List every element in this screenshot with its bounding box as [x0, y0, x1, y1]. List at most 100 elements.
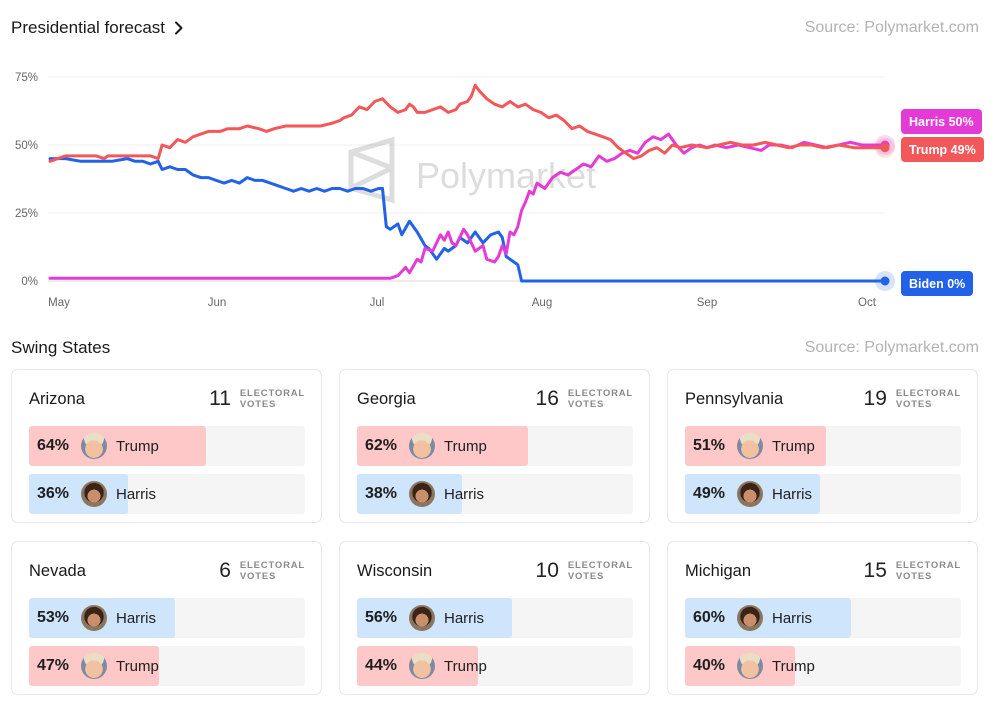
candidate-row-trump: 40% Trump	[685, 646, 961, 686]
ev-label-line2: VOTES	[239, 571, 277, 582]
electoral-votes-count: 19	[863, 387, 887, 410]
electoral-votes: 10 ELECTORAL VOTES	[536, 559, 633, 583]
electoral-votes-label: ELECTORAL VOTES	[240, 560, 305, 582]
trump-avatar	[81, 433, 107, 459]
electoral-votes: 19 ELECTORAL VOTES	[864, 387, 961, 411]
candidate-name: Trump	[444, 437, 487, 455]
candidate-name: Harris	[444, 609, 484, 627]
electoral-votes: 16 ELECTORAL VOTES	[536, 387, 633, 411]
chevron-right-icon	[175, 21, 183, 35]
trump-avatar	[737, 433, 763, 459]
x-tick-label: Jul	[370, 297, 385, 309]
x-tick-label: Jun	[208, 297, 227, 309]
card-header: Georgia 16 ELECTORAL VOTES	[357, 370, 633, 426]
trump-avatar	[81, 653, 107, 679]
candidate-name: Trump	[116, 437, 159, 455]
forecast-title-link[interactable]: Presidential forecast	[11, 18, 184, 38]
row-content: 51% Trump	[685, 426, 815, 466]
candidate-row-harris: 49% Harris	[685, 474, 961, 514]
candidate-percent: 36%	[37, 485, 70, 502]
candidate-percent: 60%	[693, 609, 726, 626]
candidate-name: Trump	[444, 657, 487, 675]
ev-label-line1: ELECTORAL	[567, 560, 633, 571]
forecast-chart: 75% 50% 25% 0% May Jun Jul Aug Sep Oct Polymarket …	[0, 60, 997, 320]
end-label-trump: Trump 49%	[901, 137, 984, 162]
candidate-percent: 64%	[37, 437, 70, 454]
electoral-votes-label: ELECTORAL VOTES	[568, 388, 633, 410]
harris-avatar	[409, 605, 435, 631]
candidate-row-trump: 62% Trump	[357, 426, 633, 466]
electoral-votes-count: 11	[209, 387, 231, 410]
series-line-biden	[48, 157, 887, 283]
candidate-name: Harris	[772, 609, 812, 627]
polymarket-watermark: Polymarket	[348, 136, 596, 204]
ev-label-line1: ELECTORAL	[567, 388, 633, 399]
ev-label-line1: ELECTORAL	[239, 388, 305, 399]
row-content: 40% Trump	[685, 646, 815, 686]
ev-label-line2: VOTES	[239, 399, 277, 410]
electoral-votes: 6 ELECTORAL VOTES	[219, 559, 305, 583]
end-label-biden: Biden 0%	[901, 271, 974, 296]
ev-label-line2: VOTES	[895, 571, 933, 582]
row-content: 49% Harris	[685, 474, 812, 514]
swing-title: Swing States	[11, 338, 111, 357]
y-tick-label: 50%	[15, 140, 38, 152]
state-name: Georgia	[357, 389, 416, 408]
card-header: Michigan 15 ELECTORAL VOTES	[685, 542, 961, 598]
trump-avatar	[409, 653, 435, 679]
row-content: 64% Trump	[29, 426, 159, 466]
x-tick-label: Aug	[532, 297, 552, 309]
ev-label-line1: ELECTORAL	[239, 560, 305, 571]
x-tick-label: May	[48, 297, 70, 309]
polymarket-logo-icon	[348, 136, 395, 204]
candidate-percent: 38%	[365, 485, 398, 502]
state-name: Michigan	[685, 561, 752, 580]
electoral-votes-count: 16	[535, 387, 559, 410]
state-card-nevada[interactable]: Nevada 6 ELECTORAL VOTES 53% Harris 47% Trump	[11, 541, 322, 695]
row-content: 47% Trump	[29, 646, 159, 686]
electoral-votes-count: 10	[535, 559, 559, 582]
candidate-row-trump: 47% Trump	[29, 646, 305, 686]
electoral-votes: 11 ELECTORAL VOTES	[209, 387, 305, 411]
state-name: Pennsylvania	[685, 389, 784, 408]
probability-bar-harris	[685, 598, 851, 638]
candidate-name: Harris	[116, 609, 156, 627]
end-label-harris: Harris 50%	[901, 109, 982, 134]
card-header: Pennsylvania 19 ELECTORAL VOTES	[685, 370, 961, 426]
harris-avatar	[409, 481, 435, 507]
x-tick-label: Sep	[697, 297, 717, 309]
candidate-row-trump: 44% Trump	[357, 646, 633, 686]
trump-avatar	[409, 433, 435, 459]
series-end-dot-biden	[880, 276, 890, 286]
state-card-wisconsin[interactable]: Wisconsin 10 ELECTORAL VOTES 56% Harris 44% Tru…	[339, 541, 650, 695]
candidate-percent: 56%	[365, 609, 398, 626]
state-card-arizona[interactable]: Arizona 11 ELECTORAL VOTES 64% Trump 36% Harris	[11, 369, 322, 523]
electoral-votes-label: ELECTORAL VOTES	[896, 388, 961, 410]
candidate-row-harris: 38% Harris	[357, 474, 633, 514]
electoral-votes-label: ELECTORAL VOTES	[896, 560, 961, 582]
harris-avatar	[81, 481, 107, 507]
x-tick-label: Oct	[858, 297, 877, 309]
probability-bar-trump	[29, 426, 206, 466]
candidate-row-trump: 64% Trump	[29, 426, 305, 466]
candidate-row-harris: 60% Harris	[685, 598, 961, 638]
ev-label-line1: ELECTORAL	[895, 560, 961, 571]
candidate-percent: 47%	[37, 657, 70, 674]
candidate-percent: 40%	[693, 657, 726, 674]
state-name: Arizona	[29, 389, 85, 408]
row-content: 56% Harris	[357, 598, 484, 638]
card-header: Arizona 11 ELECTORAL VOTES	[29, 370, 305, 426]
harris-avatar	[81, 605, 107, 631]
state-card-michigan[interactable]: Michigan 15 ELECTORAL VOTES 60% Harris 40% Trum…	[667, 541, 978, 695]
state-card-georgia[interactable]: Georgia 16 ELECTORAL VOTES 62% Trump 38% Harris	[339, 369, 650, 523]
forecast-chart-svg: 75% 50% 25% 0% May Jun Jul Aug Sep Oct Polymarket	[15, 72, 895, 309]
ev-label-line1: ELECTORAL	[895, 388, 961, 399]
ev-label-line2: VOTES	[895, 399, 933, 410]
harris-avatar	[737, 481, 763, 507]
forecast-header: Presidential forecast Source: Polymarket…	[11, 17, 979, 39]
candidate-name: Harris	[444, 485, 484, 503]
candidate-percent: 53%	[37, 609, 70, 626]
state-card-pennsylvania[interactable]: Pennsylvania 19 ELECTORAL VOTES 51% Trump 49% H…	[667, 369, 978, 523]
series-end-dot-trump	[880, 143, 890, 153]
row-content: 44% Trump	[357, 646, 487, 686]
